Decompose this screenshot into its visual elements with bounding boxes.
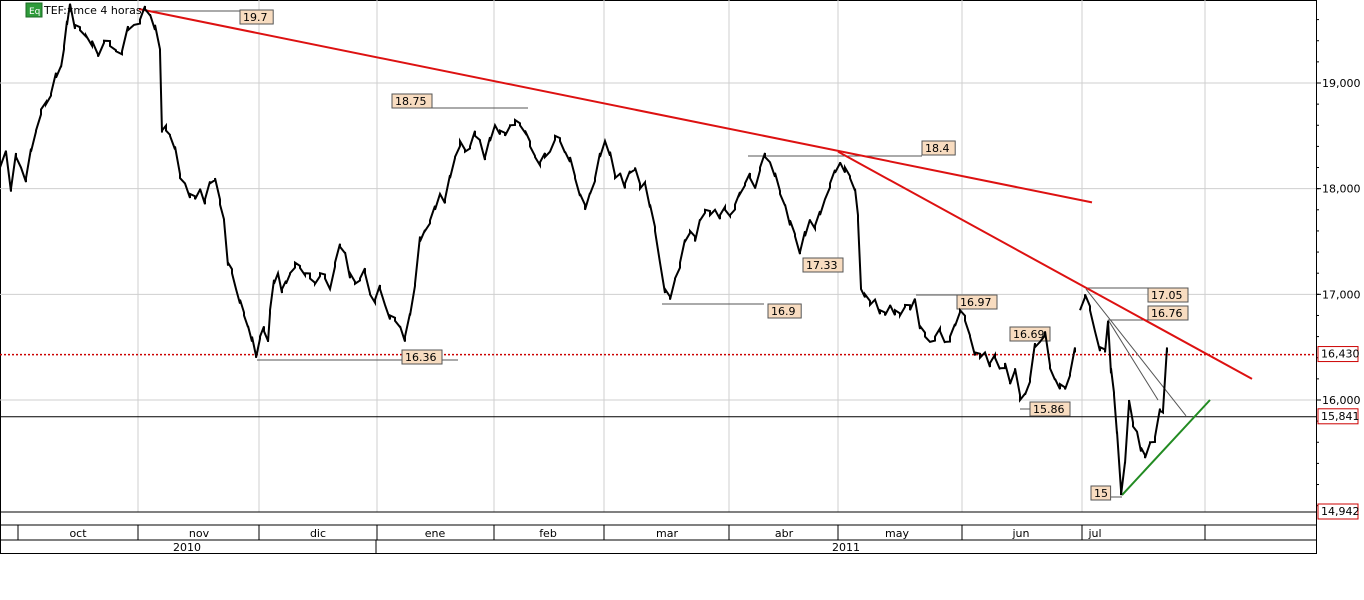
price-marker-label: 16,430	[1321, 348, 1360, 361]
price-series[interactable]	[0, 3, 1168, 496]
price-annotation-box	[956, 294, 998, 310]
trend-line[interactable]	[1107, 319, 1159, 401]
month-label: dic	[310, 527, 326, 540]
price-annotation-box	[767, 303, 802, 319]
price-annotation-box	[1090, 485, 1112, 501]
y-tick-label: 16,000	[1322, 394, 1361, 407]
price-marker-label: 15,841	[1321, 410, 1360, 423]
price-annotation-label: 17.05	[1151, 289, 1183, 302]
price-annotation-box	[391, 93, 433, 109]
trend-line[interactable]	[138, 8, 1093, 204]
price-annotation-box	[1029, 401, 1071, 417]
year-label: 2010	[173, 541, 201, 554]
plot-frame	[0, 0, 1317, 554]
price-annotation-label: 16.36	[405, 351, 437, 364]
y-tick-label: 17,000	[1322, 288, 1361, 301]
y-axis: 19,000 18,000 17,000 16,000 16,430 15,841 14,9…	[1316, 19, 1361, 520]
month-label: jun	[1012, 527, 1030, 540]
chart-title: Eq TEF:xmce 4 horas	[25, 2, 142, 18]
price-annotation-box	[401, 349, 443, 365]
month-label: feb	[539, 527, 557, 540]
y-tick-label: 19,000	[1322, 77, 1361, 90]
price-annotation-label: 18.75	[395, 95, 427, 108]
price-annotation-box	[802, 257, 844, 273]
equity-icon	[25, 2, 43, 18]
price-annotation-box	[921, 140, 956, 156]
price-level-lines	[0, 353, 1316, 513]
month-label: nov	[189, 527, 210, 540]
price-annotation-label: 19.7	[243, 11, 268, 24]
grid	[0, 0, 1316, 512]
trend-line[interactable]	[1085, 288, 1187, 417]
price-line[interactable]	[0, 3, 1168, 496]
price-annotation-label: 16.69	[1013, 328, 1045, 341]
x-axis: oct nov dic ene feb mar abr may jun jul 2010 2011	[0, 511, 1316, 554]
price-marker-box	[1317, 503, 1359, 520]
year-label: 2011	[832, 541, 860, 554]
price-marker-label: 14,942	[1321, 505, 1360, 518]
price-annotation-box	[1009, 326, 1051, 342]
trend-line[interactable]	[1121, 399, 1211, 496]
y-tick-label: 18,000	[1322, 183, 1361, 196]
price-marker-box	[1317, 346, 1359, 363]
price-annotation-label: 15	[1094, 487, 1108, 500]
month-label: ene	[425, 527, 446, 540]
price-annotation-label: 17.33	[806, 259, 838, 272]
price-annotation-label: 16.9	[771, 305, 796, 318]
chart-title-text: TEF:xmce 4 horas	[43, 4, 142, 17]
price-annotation-label: 18.4	[925, 142, 950, 155]
month-label: may	[885, 527, 909, 540]
month-label: mar	[656, 527, 678, 540]
month-label: oct	[69, 527, 87, 540]
price-annotation-box	[1147, 287, 1189, 303]
trend-line[interactable]	[837, 150, 1253, 380]
annotation-layer: 19.7 18.75 18.4 17.33 16.9 16.97 16.36 16.69 15.…	[145, 9, 1189, 501]
month-label: jul	[1087, 527, 1101, 540]
price-annotation-label: 16.76	[1151, 307, 1183, 320]
price-marker-box	[1317, 408, 1359, 425]
price-annotation-label: 15.86	[1033, 403, 1065, 416]
month-label: abr	[775, 527, 794, 540]
equity-badge: Eq	[29, 7, 40, 17]
trend-lines[interactable]	[138, 8, 1253, 496]
price-annotation-box	[239, 9, 274, 25]
price-annotation-label: 16.97	[960, 296, 992, 309]
price-annotation-box	[1147, 305, 1189, 321]
